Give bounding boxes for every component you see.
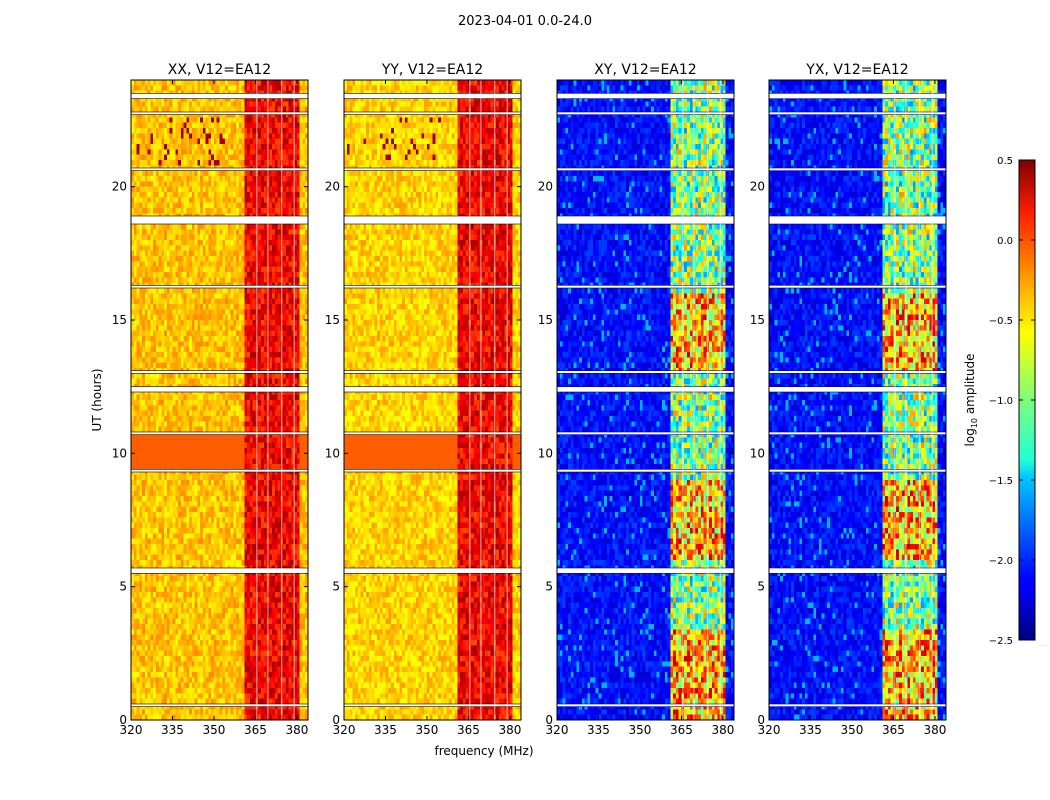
x-tick-label: 380 bbox=[498, 723, 521, 737]
svg-text:log10 amplitude: log10 amplitude bbox=[963, 354, 979, 447]
panel-frame bbox=[130, 79, 309, 721]
colorbar-tick-label: 0.0 bbox=[997, 236, 1013, 247]
colorbar: 0.5 0.0 −0.5 −1.0 −1.5 −2.0 −2.5 bbox=[989, 156, 1036, 647]
colorbar-tick-label: 0.5 bbox=[997, 156, 1013, 167]
y-tick-label: 5 bbox=[119, 580, 127, 594]
y-tick-label: 5 bbox=[332, 580, 340, 594]
y-tick-label: 0 bbox=[119, 713, 127, 727]
panel-title: XY, V12=EA12 bbox=[594, 62, 696, 78]
y-tick-label: 0 bbox=[757, 713, 765, 727]
y-axis-label: UT (hours) bbox=[90, 368, 104, 431]
y-tick-label: 20 bbox=[538, 180, 553, 194]
panel-title: YX, V12=EA12 bbox=[805, 62, 908, 78]
x-tick-label: 320 bbox=[120, 723, 143, 737]
y-tick-label: 20 bbox=[112, 180, 127, 194]
colorbar-tick-label: −0.5 bbox=[989, 316, 1013, 327]
panel-1: XX, V12=EA12 320 335 350 365 380 0 5 10 15 20 bbox=[112, 62, 309, 737]
colorbar-tick-label: −2.0 bbox=[989, 556, 1013, 567]
x-tick-label: 365 bbox=[882, 723, 905, 737]
figure-suptitle: 2023-04-01 0.0-24.0 bbox=[458, 14, 592, 29]
panel-2: YY, V12=EA12 320 335 350 365 380 0 5 10 15 20 bbox=[325, 62, 522, 737]
x-tick-label: 335 bbox=[587, 723, 610, 737]
colorbar-label-text: log10 amplitude bbox=[1040, 644, 1049, 647]
colorbar-tick-label: −1.5 bbox=[989, 476, 1013, 487]
panel-3-heatmap bbox=[557, 80, 734, 720]
y-tick-label: 15 bbox=[538, 313, 553, 327]
x-tick-label: 350 bbox=[841, 723, 864, 737]
y-tick-label: 20 bbox=[750, 180, 765, 194]
x-tick-label: 380 bbox=[285, 723, 308, 737]
x-tick-label: 365 bbox=[670, 723, 693, 737]
x-tick-label: 350 bbox=[416, 723, 439, 737]
y-tick-label: 10 bbox=[112, 446, 127, 460]
x-tick-label: 365 bbox=[244, 723, 267, 737]
panel-frame bbox=[556, 79, 735, 721]
x-tick-label: 365 bbox=[457, 723, 480, 737]
panel-title: YY, V12=EA12 bbox=[381, 62, 483, 78]
y-tick-label: 15 bbox=[325, 313, 340, 327]
panel-2-heatmap bbox=[344, 80, 521, 720]
y-tick-label: 0 bbox=[332, 713, 340, 727]
x-tick-label: 320 bbox=[758, 723, 781, 737]
panel-frame bbox=[343, 79, 522, 721]
y-tick-label: 10 bbox=[325, 446, 340, 460]
panel-4: YX, V12=EA12 320 335 350 365 380 0 5 10 15 20 bbox=[750, 62, 947, 737]
x-tick-label: 350 bbox=[629, 723, 652, 737]
panel-3: XY, V12=EA12 320 335 350 365 380 0 5 10 15 20 bbox=[538, 62, 735, 737]
x-tick-label: 335 bbox=[799, 723, 822, 737]
panel-1-heatmap bbox=[131, 80, 308, 720]
x-tick-label: 320 bbox=[546, 723, 569, 737]
colorbar-tick-label: −2.5 bbox=[989, 636, 1013, 647]
y-tick-label: 5 bbox=[757, 580, 765, 594]
y-tick-label: 15 bbox=[112, 313, 127, 327]
colorbar-tick-label: −1.0 bbox=[989, 396, 1013, 407]
x-tick-label: 380 bbox=[923, 723, 946, 737]
panel-title: XX, V12=EA12 bbox=[168, 62, 271, 78]
y-tick-label: 10 bbox=[750, 446, 765, 460]
y-tick-label: 10 bbox=[538, 446, 553, 460]
colorbar-label: log10 amplitude bbox=[963, 354, 979, 447]
x-tick-label: 380 bbox=[711, 723, 734, 737]
panel-frame bbox=[768, 79, 947, 721]
x-axis-label: frequency (MHz) bbox=[434, 744, 533, 758]
x-tick-label: 350 bbox=[203, 723, 226, 737]
panel-4-heatmap bbox=[769, 80, 946, 720]
y-tick-label: 5 bbox=[545, 580, 553, 594]
x-tick-label: 335 bbox=[374, 723, 397, 737]
x-tick-label: 320 bbox=[333, 723, 356, 737]
y-tick-label: 0 bbox=[545, 713, 553, 727]
y-tick-label: 15 bbox=[750, 313, 765, 327]
y-tick-label: 20 bbox=[325, 180, 340, 194]
x-tick-label: 335 bbox=[161, 723, 184, 737]
